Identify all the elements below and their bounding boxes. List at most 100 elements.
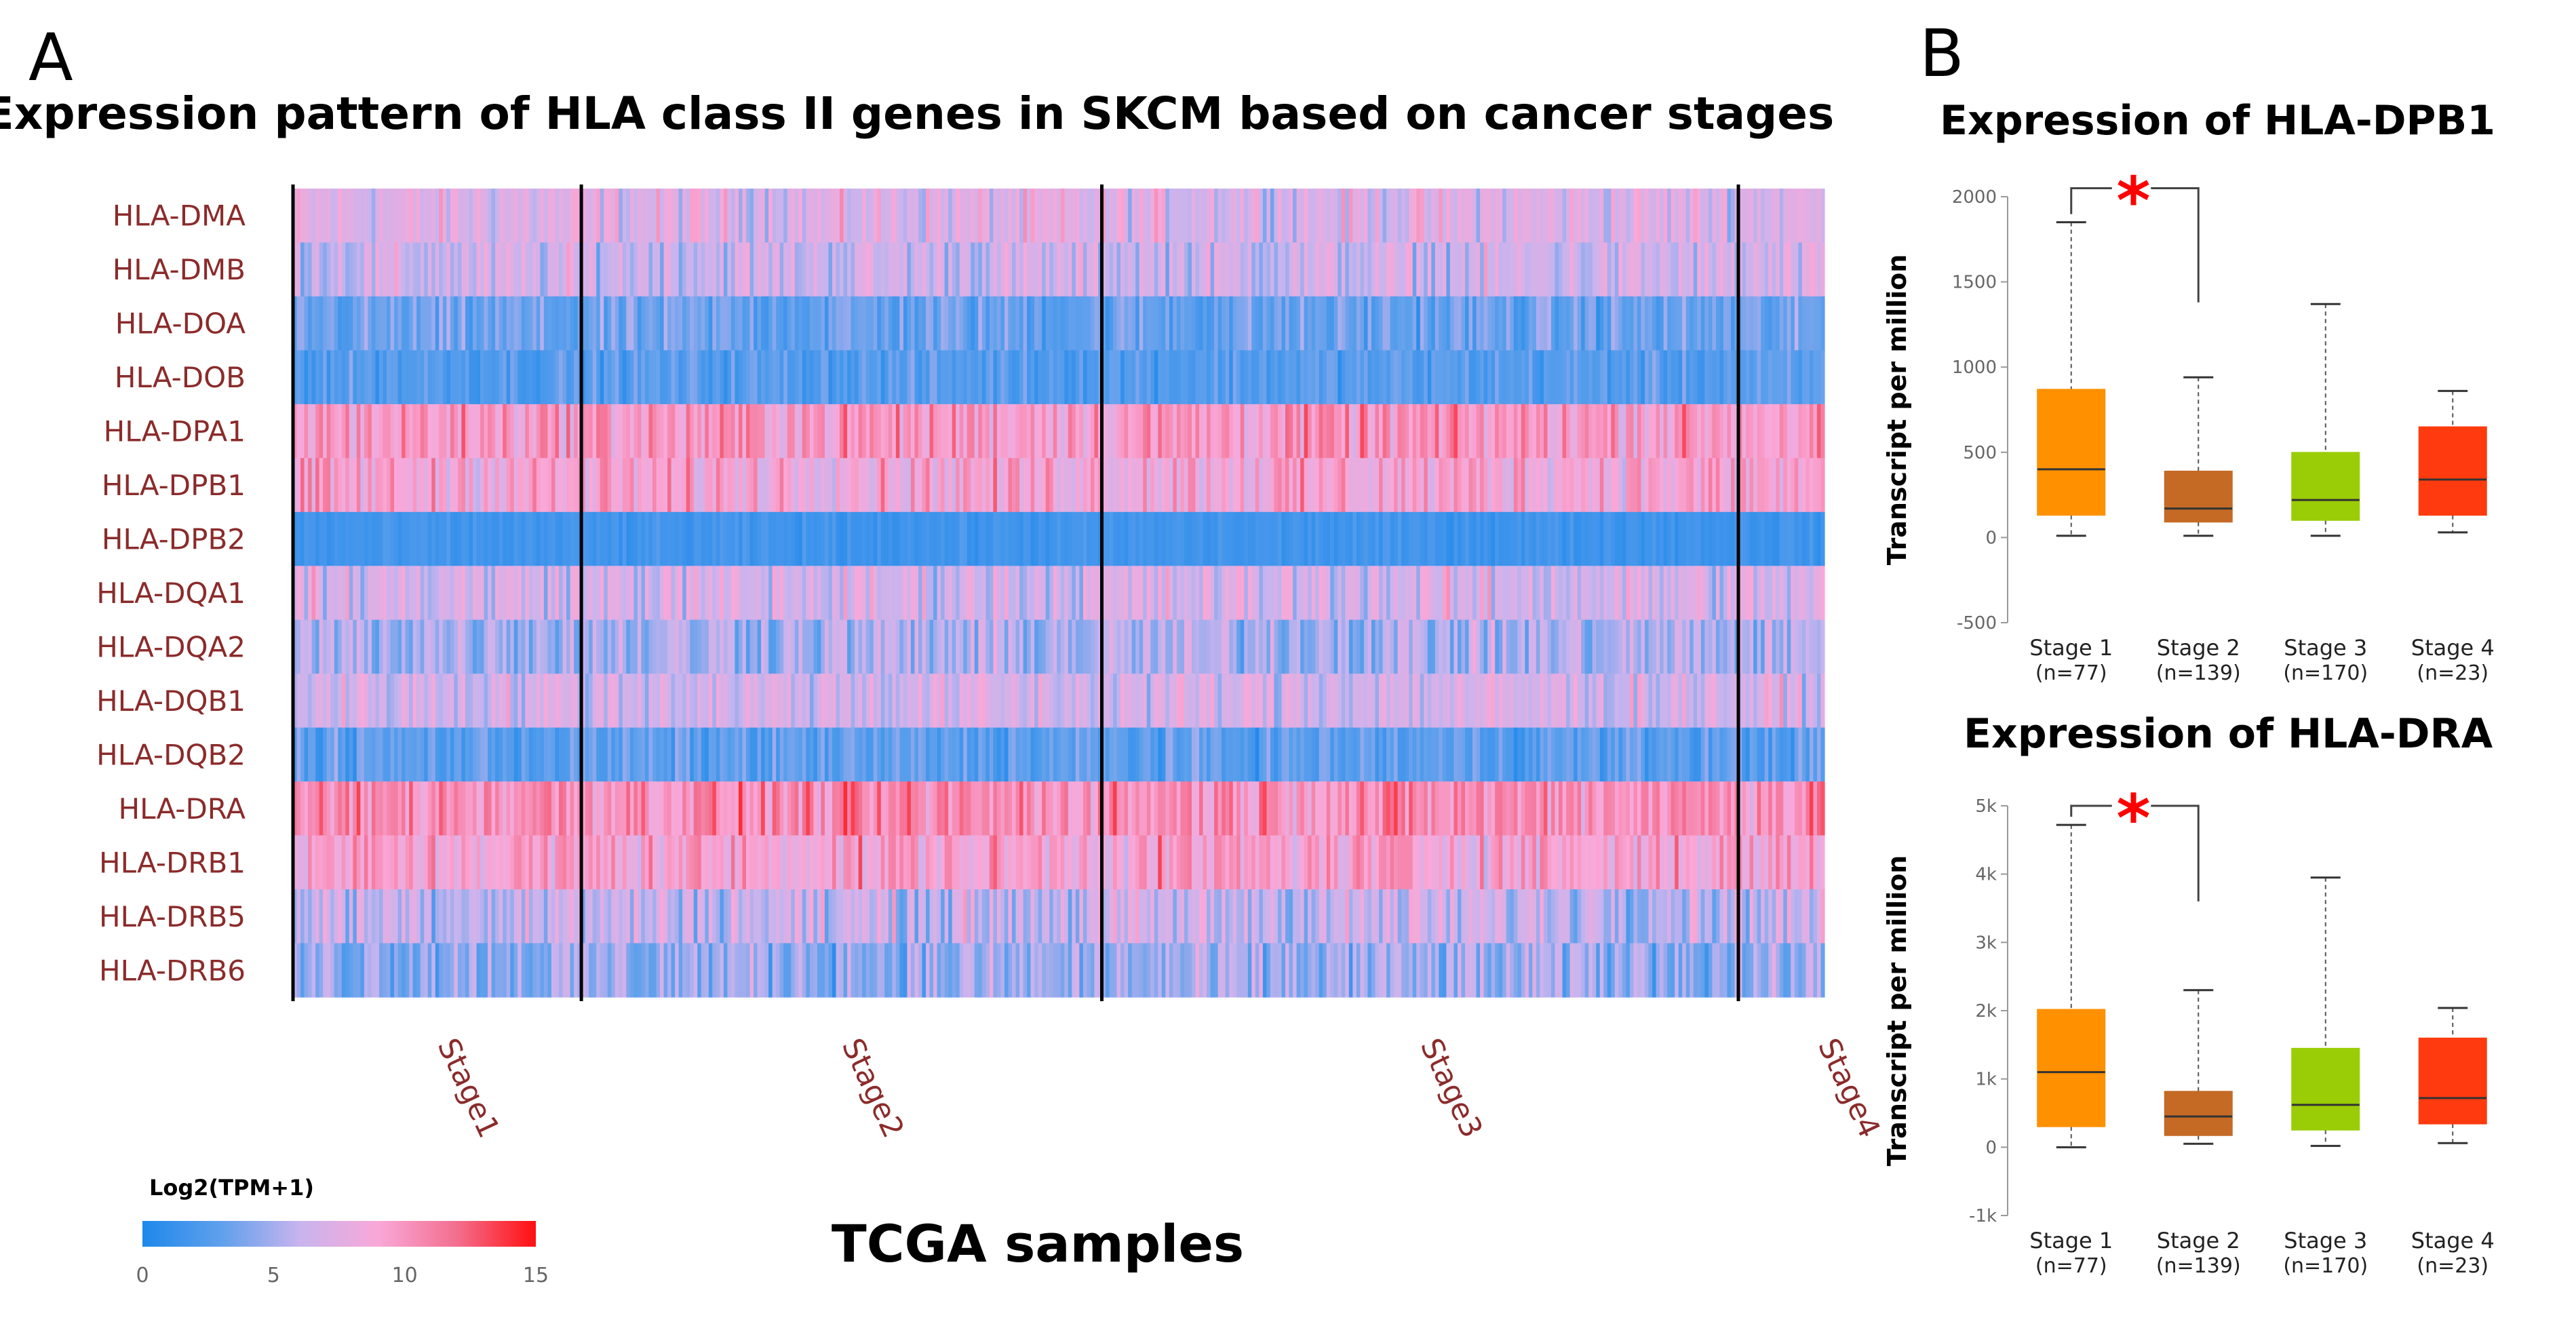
heatmap-cell — [1004, 404, 1009, 459]
heatmap-cell — [1330, 619, 1335, 674]
heatmap-cell — [1143, 781, 1148, 836]
heatmap-cell — [525, 511, 530, 566]
heatmap-cell — [1753, 674, 1758, 728]
heatmap-cell — [1588, 566, 1593, 621]
heatmap-cell — [1150, 781, 1155, 836]
heatmap-cell — [798, 350, 803, 405]
heatmap-cell — [907, 619, 912, 674]
heatmap-cell — [952, 296, 956, 351]
heatmap-cell — [1607, 189, 1612, 244]
heatmap-cell — [989, 404, 994, 459]
heatmap-cell — [540, 674, 545, 728]
heatmap-cell — [570, 350, 574, 405]
heatmap-cell — [469, 566, 473, 621]
heatmap-cell — [510, 511, 515, 566]
heatmap-cell — [1656, 566, 1660, 621]
heatmap-cell — [1603, 296, 1608, 351]
heatmap-cell — [570, 511, 574, 566]
heatmap-cell — [1082, 727, 1088, 782]
heatmap-cell — [1034, 404, 1039, 459]
heatmap-cell — [1618, 350, 1623, 405]
heatmap-cell — [1409, 296, 1413, 351]
heatmap-cell — [1034, 511, 1039, 566]
heatmap-cell — [1521, 619, 1525, 674]
heatmap-cell — [1723, 189, 1728, 244]
heatmap-cell — [446, 566, 451, 621]
heatmap-cell — [510, 619, 515, 674]
heatmap-cell — [1165, 727, 1170, 782]
heatmap-cell — [1483, 350, 1488, 405]
heatmap-cell — [787, 566, 792, 621]
heatmap-cell — [671, 350, 676, 405]
heatmap-cell — [1453, 189, 1458, 244]
heatmap-cell — [1015, 296, 1020, 351]
heatmap-cell — [667, 296, 672, 351]
heatmap-cell — [293, 296, 298, 351]
heatmap-cell — [1072, 350, 1076, 405]
heatmap-cell — [701, 404, 705, 459]
heatmap-cell — [1596, 781, 1601, 836]
heatmap-cell — [1034, 189, 1039, 244]
heatmap-cell — [371, 727, 376, 782]
heatmap-cell — [1798, 619, 1803, 674]
heatmap-cell — [1090, 566, 1095, 621]
heatmap-cell — [555, 296, 560, 351]
heatmap-cell — [967, 619, 971, 674]
heatmap-cell — [1382, 619, 1387, 674]
heatmap-cell — [1532, 781, 1537, 836]
heatmap-cell — [914, 619, 919, 674]
heatmap-cell — [937, 511, 941, 566]
heatmap-cell — [532, 674, 537, 728]
heatmap-cell — [1521, 350, 1525, 405]
heatmap-cell — [1648, 404, 1653, 459]
heatmap-cell — [1495, 458, 1500, 513]
heatmap-cell — [1068, 566, 1072, 621]
heatmap-cell — [405, 404, 410, 459]
heatmap-cell — [619, 350, 623, 405]
heatmap-cell — [585, 404, 589, 459]
heatmap-cell — [1207, 404, 1211, 459]
heatmap-cell — [996, 350, 1002, 405]
heatmap-cell — [1813, 674, 1818, 728]
heatmap-cell — [499, 566, 503, 621]
heatmap-cell — [720, 458, 724, 513]
heatmap-cell — [1143, 404, 1148, 459]
heatmap-cell — [1158, 511, 1163, 566]
heatmap-cell — [776, 781, 781, 836]
heatmap-cell — [1116, 727, 1121, 782]
heatmap-cell — [1550, 781, 1556, 836]
heatmap-cell — [1106, 781, 1110, 836]
heatmap-cell — [562, 458, 567, 513]
heatmap-cell — [405, 242, 410, 297]
heatmap-cell — [768, 511, 773, 566]
heatmap-cell — [798, 189, 803, 244]
heatmap-cell — [1787, 242, 1791, 297]
heatmap-cell — [956, 296, 960, 351]
heatmap-cell — [1783, 619, 1788, 674]
heatmap-cell — [1715, 350, 1721, 405]
heatmap-cell — [1169, 727, 1173, 782]
heatmap-cell — [933, 296, 938, 351]
heatmap-cell — [1173, 296, 1177, 351]
heatmap-cell — [671, 511, 676, 566]
heatmap-cell — [518, 242, 522, 297]
heatmap-cell — [1139, 566, 1144, 621]
heatmap-cell — [1315, 511, 1320, 566]
heatmap-cell — [607, 350, 612, 405]
heatmap-cell — [910, 296, 916, 351]
heatmap-cell — [1487, 189, 1492, 244]
heatmap-cell — [1536, 189, 1541, 244]
heatmap-cell — [1682, 189, 1687, 244]
heatmap-cell — [1816, 404, 1822, 459]
heatmap-cell — [540, 566, 545, 621]
heatmap-cell — [420, 242, 425, 297]
heatmap-cell — [963, 511, 968, 566]
heatmap-cell — [686, 189, 690, 244]
heatmap-cell — [1439, 566, 1443, 621]
heatmap-cell — [1412, 619, 1417, 674]
heatmap-cell — [1214, 296, 1219, 351]
heatmap-cell — [390, 674, 395, 728]
heatmap-cell — [1326, 511, 1331, 566]
heatmap-cell — [1468, 727, 1473, 782]
heatmap-cell — [1240, 242, 1245, 297]
